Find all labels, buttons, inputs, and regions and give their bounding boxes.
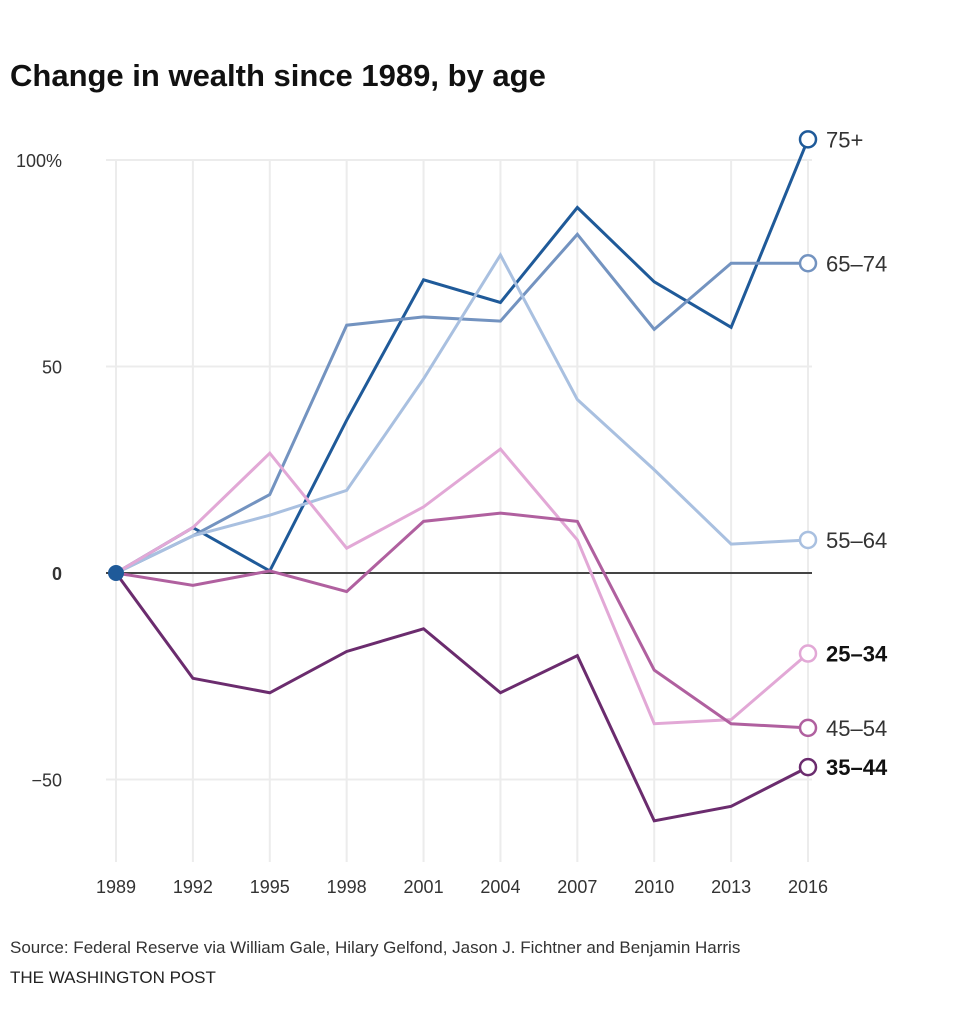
y-tick-label: 100% (16, 151, 62, 171)
series-label: 35–44 (826, 755, 888, 780)
x-tick-label: 2001 (404, 877, 444, 897)
x-tick-label: 2004 (480, 877, 520, 897)
end-marker (798, 130, 818, 149)
series-label: 75+ (826, 127, 863, 152)
series-line (115, 138, 810, 575)
x-tick-label: 2016 (788, 877, 828, 897)
end-marker (798, 757, 818, 777)
series-label: 45–54 (826, 716, 887, 741)
x-tick-label: 1995 (250, 877, 290, 897)
x-tick-label: 1992 (173, 877, 213, 897)
x-tick-label: 2010 (634, 877, 674, 897)
series-line (115, 447, 809, 726)
y-tick-label: 0 (52, 564, 62, 584)
series-line (114, 572, 809, 823)
x-tick-label: 2013 (711, 877, 751, 897)
line-chart: 1989 1992 1995 1998 2001 2004 2007 2010 2013 2016… (16, 127, 888, 897)
end-marker (798, 718, 818, 738)
x-tick-label: 1998 (327, 877, 367, 897)
x-tick-label: 2007 (557, 877, 597, 897)
series-label: 65–74 (826, 251, 887, 276)
x-tick-label: 1989 (96, 877, 136, 897)
end-marker (798, 644, 818, 663)
series-line (115, 251, 809, 575)
publisher-credit: THE WASHINGTON POST (10, 968, 216, 987)
chart-title: Change in wealth since 1989, by age (10, 58, 546, 93)
series-label: 55–64 (826, 528, 887, 553)
end-marker (798, 254, 818, 273)
source-note: Source: Federal Reserve via William Gale… (10, 938, 741, 957)
y-tick-label: 50 (42, 358, 62, 378)
series-line (115, 511, 809, 730)
series-label: 25–34 (826, 642, 888, 667)
origin-point (108, 565, 124, 581)
end-marker (798, 530, 818, 550)
series-line (115, 232, 808, 575)
y-tick-label: −50 (31, 771, 62, 791)
